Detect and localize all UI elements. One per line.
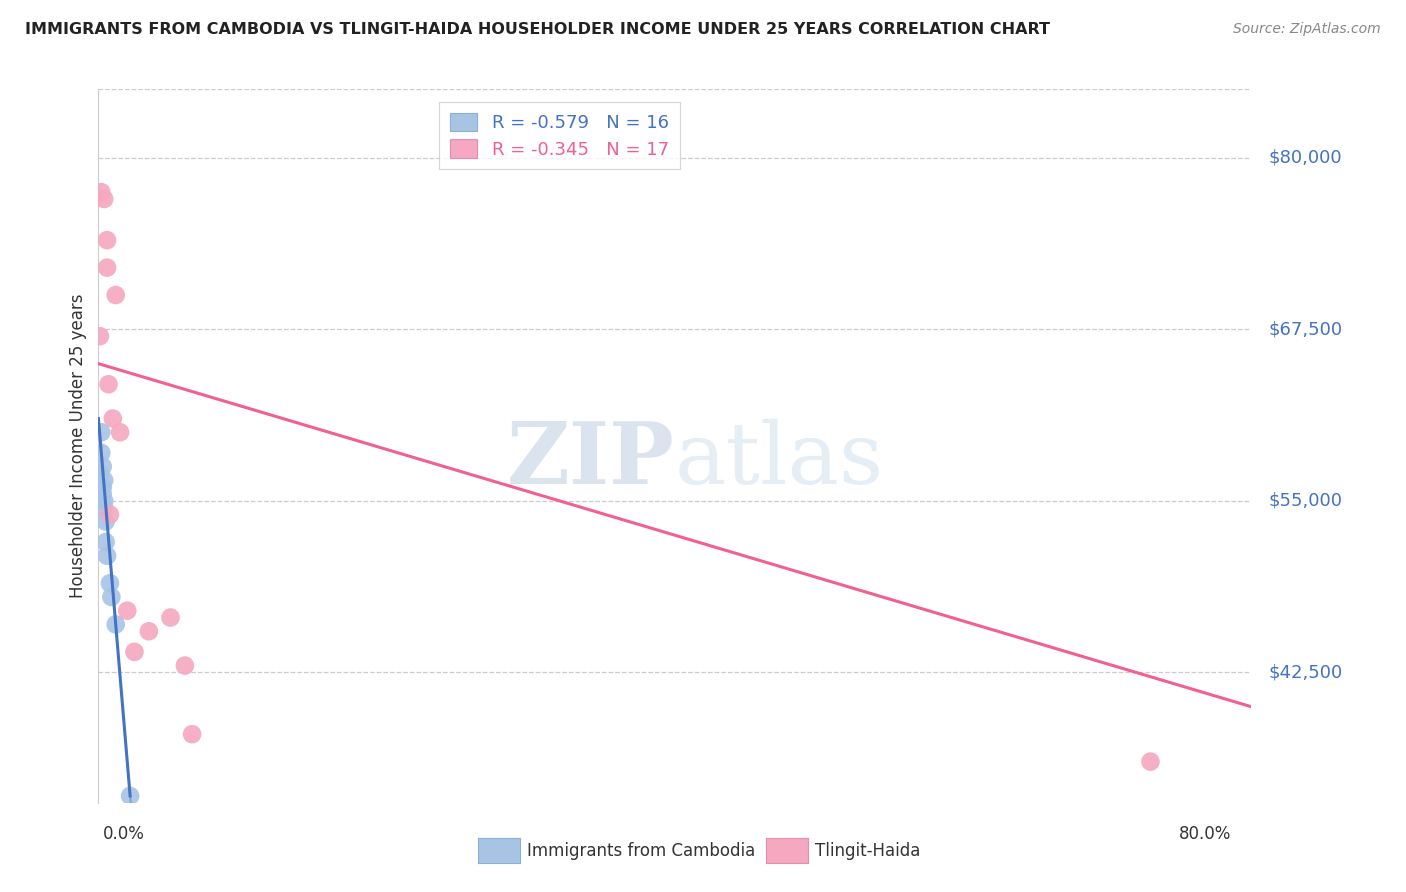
Point <box>98 576 121 591</box>
Point <box>94 515 117 529</box>
Legend: R = -0.579   N = 16, R = -0.345   N = 17: R = -0.579 N = 16, R = -0.345 N = 17 <box>440 102 679 169</box>
Text: $42,500: $42,500 <box>1268 664 1343 681</box>
Point <box>117 604 138 618</box>
Point <box>94 535 117 549</box>
Text: IMMIGRANTS FROM CAMBODIA VS TLINGIT-HAIDA HOUSEHOLDER INCOME UNDER 25 YEARS CORR: IMMIGRANTS FROM CAMBODIA VS TLINGIT-HAID… <box>25 22 1050 37</box>
Point <box>120 789 142 803</box>
Point <box>93 192 115 206</box>
Point <box>93 473 115 487</box>
Point <box>98 508 121 522</box>
Point <box>100 590 122 604</box>
Text: 0.0%: 0.0% <box>103 825 145 843</box>
Point <box>96 549 118 563</box>
Y-axis label: Householder Income Under 25 years: Householder Income Under 25 years <box>69 293 87 599</box>
Point <box>124 645 146 659</box>
Point <box>93 494 115 508</box>
Point <box>90 446 112 460</box>
Point <box>96 233 118 247</box>
Point <box>89 329 111 343</box>
Point <box>104 617 127 632</box>
Point <box>97 377 120 392</box>
Text: $80,000: $80,000 <box>1268 149 1343 167</box>
Point <box>90 425 112 440</box>
Text: Tlingit-Haida: Tlingit-Haida <box>815 842 921 860</box>
Text: ZIP: ZIP <box>508 418 675 502</box>
Point <box>181 727 204 741</box>
Point <box>101 411 124 425</box>
Text: $67,500: $67,500 <box>1268 320 1343 338</box>
Point <box>108 425 131 440</box>
Text: Immigrants from Cambodia: Immigrants from Cambodia <box>527 842 755 860</box>
Point <box>174 658 197 673</box>
Point <box>104 288 127 302</box>
Point <box>93 500 115 515</box>
Point <box>89 467 111 481</box>
Point <box>91 459 114 474</box>
Text: atlas: atlas <box>675 418 884 502</box>
Point <box>90 185 112 199</box>
Point <box>96 260 118 275</box>
Text: $55,000: $55,000 <box>1268 491 1343 510</box>
Text: 80.0%: 80.0% <box>1180 825 1232 843</box>
Text: Source: ZipAtlas.com: Source: ZipAtlas.com <box>1233 22 1381 37</box>
Point <box>91 480 114 494</box>
Point <box>159 610 181 624</box>
Point <box>138 624 160 639</box>
Point <box>91 487 114 501</box>
Point <box>1139 755 1161 769</box>
